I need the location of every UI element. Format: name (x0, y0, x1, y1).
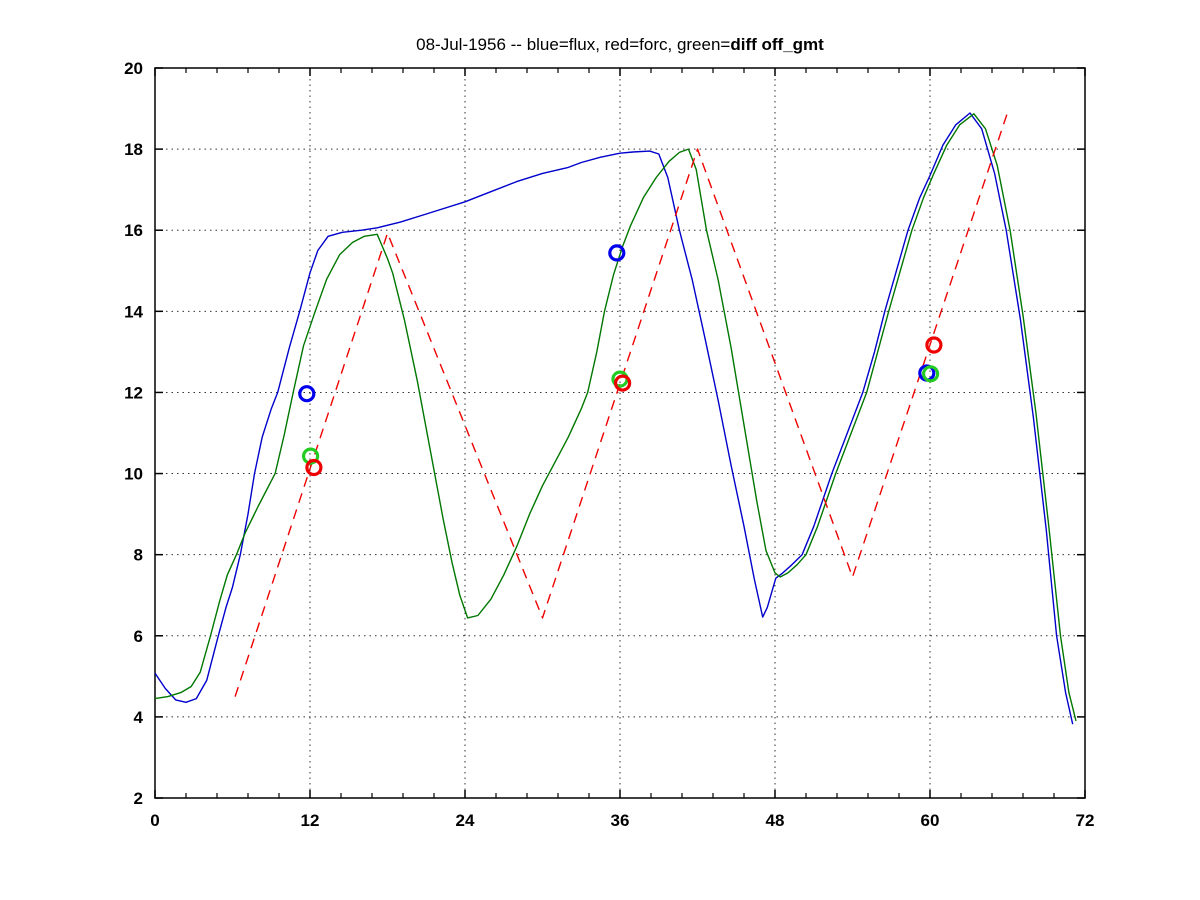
y-tick-label: 16 (124, 221, 143, 240)
x-tick-label: 48 (766, 811, 785, 830)
y-tick-label: 14 (124, 302, 143, 321)
y-tick-label: 18 (124, 140, 143, 159)
forc-marker (613, 374, 632, 392)
flux-line (154, 112, 1074, 725)
plot-box (154, 67, 1086, 799)
chart-title-regular: 08-Jul-1956 -- blue=flux, red=forc, gree… (416, 35, 730, 54)
y-tick-label: 12 (124, 383, 143, 402)
y-tick-label: 10 (124, 465, 143, 484)
diff-line (154, 113, 1077, 722)
flux-marker (298, 385, 316, 403)
y-tick-label: 2 (134, 789, 143, 808)
forc-marker (305, 458, 323, 477)
y-tick-label: 4 (134, 708, 144, 727)
x-tick-label: 0 (150, 811, 159, 830)
x-tick-label: 60 (921, 811, 940, 830)
y-tick-label: 6 (134, 627, 143, 646)
y-tick-label: 8 (134, 546, 143, 565)
x-tick-label: 72 (1076, 811, 1095, 830)
flux-marker (608, 244, 626, 262)
x-tick-label: 12 (301, 811, 320, 830)
chart-title: 08-Jul-1956 -- blue=flux, red=forc, gree… (416, 35, 824, 54)
diff-marker (921, 365, 940, 383)
chart-title-bold: diff off_gmt (730, 35, 824, 54)
y-tick-label: 20 (124, 59, 143, 78)
forc-marker (925, 336, 943, 354)
x-tick-label: 36 (611, 811, 630, 830)
x-tick-label: 24 (456, 811, 475, 830)
